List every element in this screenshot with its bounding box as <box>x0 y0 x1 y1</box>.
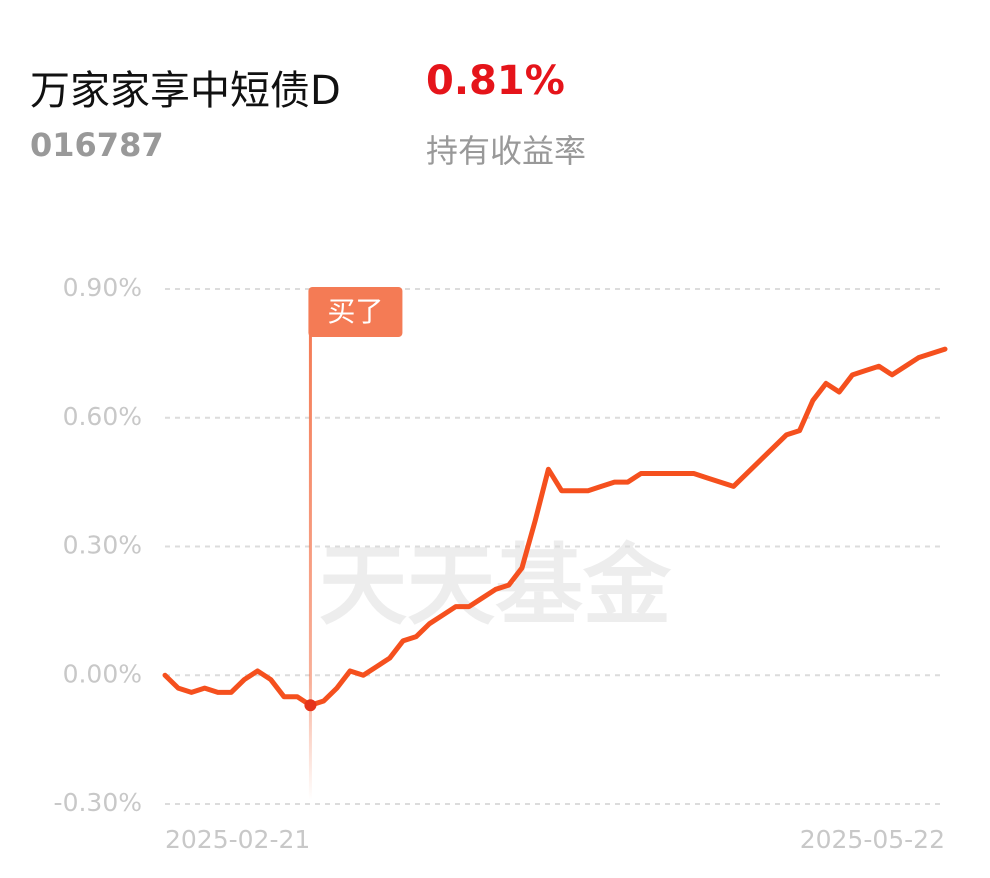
line <box>162 346 948 708</box>
buy-point <box>304 699 317 712</box>
y-tick-label: 0.60% <box>63 402 142 431</box>
x-tick-label: 2025-05-22 <box>800 825 945 854</box>
buy-label: 买了 <box>327 295 383 328</box>
x-tick-label: 2025-02-21 <box>165 825 310 854</box>
return-label: 持有收益率 <box>426 132 587 170</box>
y-tick-label: 0.00% <box>63 659 142 688</box>
buy-marker-line <box>308 330 312 800</box>
buy-label-box <box>308 287 403 337</box>
watermark: 天天基金 <box>319 534 672 637</box>
y-tick-label: 0.30% <box>63 531 142 560</box>
y-tick-label: 0.90% <box>63 273 142 302</box>
fund-name: 万家家享中短债D <box>30 68 341 114</box>
return-value: 0.81% <box>426 58 565 104</box>
y-tick-label: -0.30% <box>54 788 142 817</box>
fund-code: 016787 <box>30 126 164 164</box>
